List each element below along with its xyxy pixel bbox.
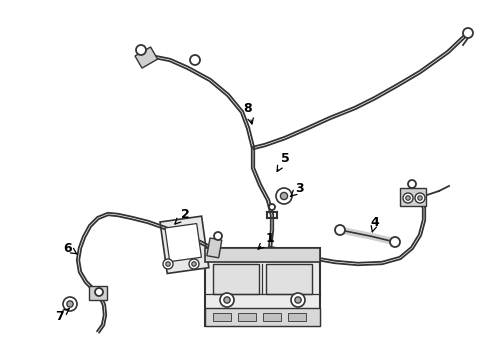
- Circle shape: [417, 196, 421, 200]
- Bar: [213, 264, 259, 294]
- Circle shape: [294, 297, 301, 303]
- Circle shape: [63, 297, 77, 311]
- Circle shape: [268, 204, 274, 210]
- Bar: [164, 224, 201, 262]
- Circle shape: [67, 301, 73, 307]
- Text: 4: 4: [370, 216, 379, 232]
- Circle shape: [462, 28, 472, 38]
- Circle shape: [191, 262, 196, 266]
- Text: 3: 3: [290, 181, 304, 197]
- Text: 7: 7: [56, 309, 69, 323]
- Circle shape: [136, 45, 146, 55]
- Circle shape: [290, 293, 305, 307]
- Circle shape: [214, 232, 222, 240]
- Circle shape: [334, 225, 345, 235]
- Bar: [204, 308, 319, 326]
- Text: 8: 8: [243, 102, 253, 124]
- Bar: [204, 248, 319, 262]
- Bar: [265, 264, 311, 294]
- Circle shape: [405, 196, 409, 200]
- Circle shape: [220, 293, 234, 307]
- Circle shape: [95, 288, 103, 296]
- Text: 5: 5: [277, 152, 289, 171]
- Circle shape: [402, 193, 412, 203]
- Circle shape: [414, 193, 424, 203]
- Circle shape: [224, 297, 230, 303]
- Circle shape: [165, 262, 170, 266]
- Bar: [206, 238, 222, 258]
- Bar: [135, 47, 157, 68]
- Bar: [160, 216, 208, 274]
- Bar: [263, 313, 281, 321]
- Bar: [213, 313, 230, 321]
- Circle shape: [163, 259, 173, 269]
- Circle shape: [280, 192, 287, 199]
- Circle shape: [407, 180, 415, 188]
- Circle shape: [389, 237, 399, 247]
- Text: 2: 2: [175, 207, 189, 224]
- Bar: [89, 286, 107, 300]
- Circle shape: [189, 259, 199, 269]
- Bar: [287, 313, 305, 321]
- Bar: [238, 313, 256, 321]
- Circle shape: [190, 55, 200, 65]
- Text: 6: 6: [63, 242, 77, 255]
- Bar: [204, 248, 319, 326]
- Bar: [399, 188, 425, 206]
- Circle shape: [275, 188, 291, 204]
- Text: 1: 1: [258, 231, 274, 249]
